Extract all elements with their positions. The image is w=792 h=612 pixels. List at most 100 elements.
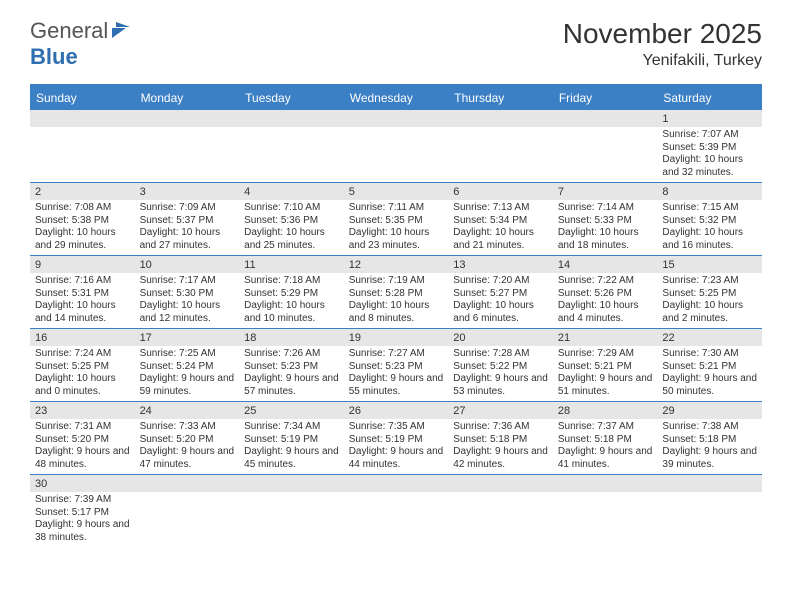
day-number: 10 xyxy=(135,256,240,273)
day-cell xyxy=(239,492,344,547)
day-number: 23 xyxy=(30,402,135,419)
day-number: 8 xyxy=(657,183,762,200)
day-number: 5 xyxy=(344,183,449,200)
title-block: November 2025 Yenifakili, Turkey xyxy=(563,18,762,70)
week-row: Sunrise: 7:07 AMSunset: 5:39 PMDaylight:… xyxy=(30,127,762,183)
daynum-row: 9101112131415 xyxy=(30,256,762,273)
day-cell: Sunrise: 7:11 AMSunset: 5:35 PMDaylight:… xyxy=(344,200,449,255)
day-cell: Sunrise: 7:30 AMSunset: 5:21 PMDaylight:… xyxy=(657,346,762,401)
day-cell: Sunrise: 7:26 AMSunset: 5:23 PMDaylight:… xyxy=(239,346,344,401)
day-cell: Sunrise: 7:25 AMSunset: 5:24 PMDaylight:… xyxy=(135,346,240,401)
day-number: 1 xyxy=(657,110,762,127)
day-cell: Sunrise: 7:23 AMSunset: 5:25 PMDaylight:… xyxy=(657,273,762,328)
day-cell xyxy=(448,492,553,547)
day-header-cell: Monday xyxy=(135,86,240,110)
day-cell: Sunrise: 7:08 AMSunset: 5:38 PMDaylight:… xyxy=(30,200,135,255)
daynum-row: 16171819202122 xyxy=(30,329,762,346)
day-number: 21 xyxy=(553,329,658,346)
day-cell: Sunrise: 7:15 AMSunset: 5:32 PMDaylight:… xyxy=(657,200,762,255)
day-number: 12 xyxy=(344,256,449,273)
day-number xyxy=(135,110,240,127)
week-row: Sunrise: 7:16 AMSunset: 5:31 PMDaylight:… xyxy=(30,273,762,329)
day-cell xyxy=(448,127,553,182)
week-row: Sunrise: 7:08 AMSunset: 5:38 PMDaylight:… xyxy=(30,200,762,256)
day-number: 27 xyxy=(448,402,553,419)
day-number: 18 xyxy=(239,329,344,346)
day-number xyxy=(553,110,658,127)
day-header-cell: Sunday xyxy=(30,86,135,110)
day-number: 15 xyxy=(657,256,762,273)
day-cell: Sunrise: 7:31 AMSunset: 5:20 PMDaylight:… xyxy=(30,419,135,474)
day-number: 26 xyxy=(344,402,449,419)
weeks-container: 1Sunrise: 7:07 AMSunset: 5:39 PMDaylight… xyxy=(30,110,762,547)
daynum-row: 1 xyxy=(30,110,762,127)
day-number: 24 xyxy=(135,402,240,419)
day-cell: Sunrise: 7:28 AMSunset: 5:22 PMDaylight:… xyxy=(448,346,553,401)
day-header-cell: Saturday xyxy=(657,86,762,110)
day-number xyxy=(239,475,344,492)
day-number: 2 xyxy=(30,183,135,200)
day-header-cell: Tuesday xyxy=(239,86,344,110)
logo-text-blue: Blue xyxy=(30,44,78,70)
day-number: 3 xyxy=(135,183,240,200)
day-number: 22 xyxy=(657,329,762,346)
day-number: 19 xyxy=(344,329,449,346)
day-cell: Sunrise: 7:36 AMSunset: 5:18 PMDaylight:… xyxy=(448,419,553,474)
day-cell: Sunrise: 7:35 AMSunset: 5:19 PMDaylight:… xyxy=(344,419,449,474)
day-number: 14 xyxy=(553,256,658,273)
week-row: Sunrise: 7:24 AMSunset: 5:25 PMDaylight:… xyxy=(30,346,762,402)
day-number: 29 xyxy=(657,402,762,419)
header: General November 2025 Yenifakili, Turkey xyxy=(0,0,792,78)
day-cell xyxy=(239,127,344,182)
day-header-cell: Wednesday xyxy=(344,86,449,110)
day-cell: Sunrise: 7:39 AMSunset: 5:17 PMDaylight:… xyxy=(30,492,135,547)
day-header-row: SundayMondayTuesdayWednesdayThursdayFrid… xyxy=(30,86,762,110)
day-number: 9 xyxy=(30,256,135,273)
day-number xyxy=(239,110,344,127)
day-number: 28 xyxy=(553,402,658,419)
daynum-row: 2345678 xyxy=(30,183,762,200)
day-cell: Sunrise: 7:24 AMSunset: 5:25 PMDaylight:… xyxy=(30,346,135,401)
location: Yenifakili, Turkey xyxy=(563,52,762,70)
day-number: 13 xyxy=(448,256,553,273)
day-cell: Sunrise: 7:17 AMSunset: 5:30 PMDaylight:… xyxy=(135,273,240,328)
day-number xyxy=(344,110,449,127)
day-cell: Sunrise: 7:22 AMSunset: 5:26 PMDaylight:… xyxy=(553,273,658,328)
day-number xyxy=(448,110,553,127)
day-cell xyxy=(344,492,449,547)
day-cell xyxy=(135,492,240,547)
day-cell: Sunrise: 7:29 AMSunset: 5:21 PMDaylight:… xyxy=(553,346,658,401)
day-cell: Sunrise: 7:14 AMSunset: 5:33 PMDaylight:… xyxy=(553,200,658,255)
day-number xyxy=(553,475,658,492)
day-cell: Sunrise: 7:34 AMSunset: 5:19 PMDaylight:… xyxy=(239,419,344,474)
day-cell: Sunrise: 7:37 AMSunset: 5:18 PMDaylight:… xyxy=(553,419,658,474)
day-cell: Sunrise: 7:07 AMSunset: 5:39 PMDaylight:… xyxy=(657,127,762,182)
day-header-cell: Friday xyxy=(553,86,658,110)
day-number: 4 xyxy=(239,183,344,200)
logo: General xyxy=(30,18,136,44)
day-number: 16 xyxy=(30,329,135,346)
week-row: Sunrise: 7:39 AMSunset: 5:17 PMDaylight:… xyxy=(30,492,762,547)
day-number: 7 xyxy=(553,183,658,200)
day-number: 30 xyxy=(30,475,135,492)
day-cell: Sunrise: 7:10 AMSunset: 5:36 PMDaylight:… xyxy=(239,200,344,255)
day-cell xyxy=(135,127,240,182)
day-cell: Sunrise: 7:20 AMSunset: 5:27 PMDaylight:… xyxy=(448,273,553,328)
flag-icon xyxy=(112,22,134,43)
day-cell: Sunrise: 7:13 AMSunset: 5:34 PMDaylight:… xyxy=(448,200,553,255)
daynum-row: 23242526272829 xyxy=(30,402,762,419)
day-number xyxy=(135,475,240,492)
day-cell xyxy=(30,127,135,182)
day-cell: Sunrise: 7:18 AMSunset: 5:29 PMDaylight:… xyxy=(239,273,344,328)
day-number: 20 xyxy=(448,329,553,346)
calendar: SundayMondayTuesdayWednesdayThursdayFrid… xyxy=(30,84,762,547)
day-number xyxy=(344,475,449,492)
day-number xyxy=(30,110,135,127)
day-number: 6 xyxy=(448,183,553,200)
day-cell: Sunrise: 7:16 AMSunset: 5:31 PMDaylight:… xyxy=(30,273,135,328)
day-cell xyxy=(657,492,762,547)
day-cell: Sunrise: 7:38 AMSunset: 5:18 PMDaylight:… xyxy=(657,419,762,474)
day-number: 11 xyxy=(239,256,344,273)
logo-text-general: General xyxy=(30,18,108,44)
day-number xyxy=(657,475,762,492)
